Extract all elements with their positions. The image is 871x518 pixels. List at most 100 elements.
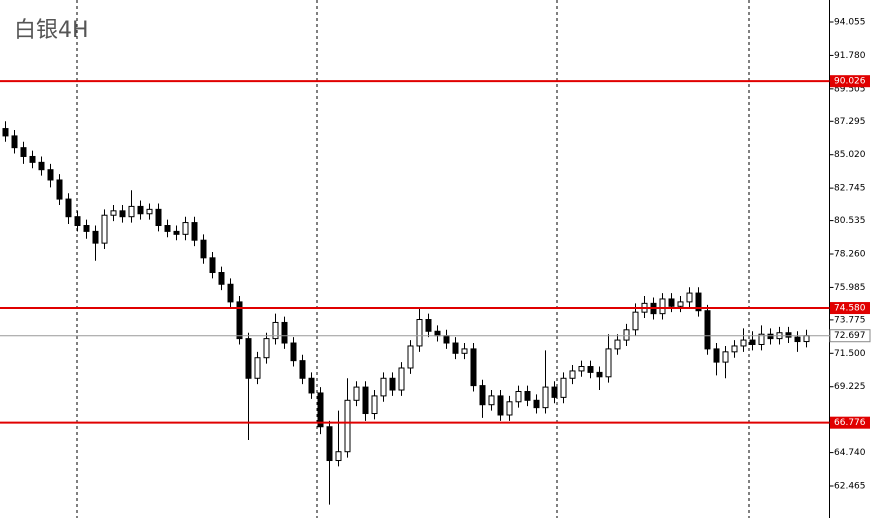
candle-body xyxy=(398,367,405,391)
candle-body xyxy=(254,357,261,379)
candle-body xyxy=(560,377,567,398)
candle-body xyxy=(182,222,189,235)
candle-body xyxy=(659,298,666,315)
candle-body xyxy=(191,222,198,241)
candle-body xyxy=(155,208,162,227)
candle-body xyxy=(209,257,216,274)
y-tick-label: 94.055 xyxy=(834,18,866,28)
candle-body xyxy=(704,310,711,350)
candle-body xyxy=(200,239,207,259)
candle-body xyxy=(65,198,72,218)
candle-body xyxy=(605,348,612,378)
candle-body xyxy=(407,345,414,369)
candle-body xyxy=(92,230,99,244)
candle-body xyxy=(236,301,243,340)
candle-body xyxy=(380,377,387,397)
y-tick-label: 85.020 xyxy=(834,150,866,160)
y-tick-label: 91.780 xyxy=(834,51,866,61)
candle-body xyxy=(110,210,117,216)
y-tick-label: 82.745 xyxy=(834,184,866,194)
candle-body xyxy=(317,392,324,428)
candle-body xyxy=(353,386,360,401)
level-label: 74.580 xyxy=(834,304,866,314)
y-tick-label: 64.740 xyxy=(834,448,866,458)
candle-body xyxy=(587,366,594,373)
candle-body xyxy=(515,390,522,403)
y-tick-label: 62.465 xyxy=(834,482,866,492)
candle-body xyxy=(11,135,18,149)
level-label-box xyxy=(830,416,870,429)
candle-body xyxy=(533,399,540,409)
candle-body xyxy=(713,348,720,363)
candle-body xyxy=(326,426,333,462)
candle-body xyxy=(164,225,171,232)
candle-body xyxy=(299,360,306,379)
candle-body xyxy=(479,385,486,406)
candle-body xyxy=(83,225,90,232)
candle-body xyxy=(758,333,765,345)
candle-body xyxy=(119,210,126,218)
candle-body xyxy=(308,377,315,394)
level-label: 66.776 xyxy=(834,418,866,428)
candle-body xyxy=(668,298,675,307)
candle-body xyxy=(263,338,270,359)
candle-body xyxy=(578,366,585,372)
candle-body xyxy=(470,348,477,387)
level-label-box xyxy=(830,75,870,88)
candle-body xyxy=(434,330,441,337)
candle-body xyxy=(56,179,63,200)
candle-body xyxy=(632,311,639,331)
candle-body xyxy=(686,292,693,303)
y-tick-label: 73.775 xyxy=(834,315,866,325)
candle-body xyxy=(524,390,531,401)
candle-body xyxy=(362,386,369,415)
candle-body xyxy=(38,161,45,171)
candle-body xyxy=(569,370,576,379)
candle-body xyxy=(281,321,288,344)
candle-body xyxy=(371,395,378,415)
y-tick-label: 69.225 xyxy=(834,382,866,392)
candle-body xyxy=(695,292,702,312)
candle-body xyxy=(20,147,27,157)
candle-body xyxy=(218,272,225,285)
candle-body xyxy=(785,332,792,338)
candle-body xyxy=(335,451,342,462)
candle-body xyxy=(740,339,747,347)
candle-body xyxy=(173,230,180,235)
candle-body xyxy=(677,301,684,307)
candle-body xyxy=(506,401,513,416)
current-price-label: 72.697 xyxy=(834,331,866,341)
y-tick-label: 80.535 xyxy=(834,216,866,226)
candle-body xyxy=(47,169,54,181)
candle-body xyxy=(74,216,81,227)
candle-body xyxy=(614,339,621,350)
candle-body xyxy=(344,399,351,453)
candle-body xyxy=(443,335,450,344)
candle-body xyxy=(146,208,153,215)
candle-body xyxy=(389,377,396,391)
chart-title: 白银4H xyxy=(14,18,89,43)
candle-body xyxy=(794,336,801,343)
current-price-box xyxy=(829,329,871,343)
candle-body xyxy=(29,155,36,163)
candle-body xyxy=(731,345,738,353)
candle-body xyxy=(722,351,729,363)
candle-body xyxy=(623,329,630,341)
candle-body xyxy=(416,319,423,347)
y-tick-label: 87.295 xyxy=(834,117,866,127)
y-tick-label: 75.985 xyxy=(834,283,866,293)
y-tick-label: 78.260 xyxy=(834,250,866,260)
candle-body xyxy=(227,283,234,303)
candle-body xyxy=(290,342,297,362)
candle-body xyxy=(551,386,558,398)
candle-body xyxy=(749,339,756,345)
candle-body xyxy=(425,319,432,332)
candle-body xyxy=(596,371,603,378)
level-label: 90.026 xyxy=(834,77,866,87)
candle-body xyxy=(2,128,9,137)
candle-body xyxy=(497,395,504,416)
candle-body xyxy=(101,214,108,244)
candle-body xyxy=(542,386,549,409)
